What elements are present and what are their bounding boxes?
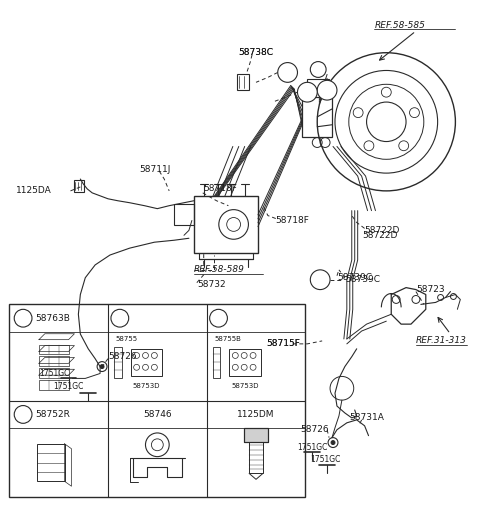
Text: REF.58-589: REF.58-589: [194, 265, 245, 275]
Bar: [194, 196, 258, 253]
Text: 58755: 58755: [116, 336, 138, 342]
Bar: [244, 428, 268, 442]
Bar: [213, 347, 220, 378]
Circle shape: [210, 309, 228, 327]
Bar: [39, 380, 69, 390]
Text: 58753D: 58753D: [133, 383, 160, 389]
Text: 58755B: 58755B: [215, 336, 241, 342]
Bar: [37, 444, 64, 481]
Text: 58739C: 58739C: [337, 273, 372, 282]
Circle shape: [14, 309, 32, 327]
Text: 58723: 58723: [416, 285, 444, 294]
Bar: [249, 442, 263, 473]
Bar: [39, 357, 69, 366]
Bar: [131, 348, 162, 376]
Text: b: b: [117, 314, 122, 322]
Circle shape: [310, 270, 330, 289]
Text: 58726: 58726: [300, 425, 329, 434]
Text: 58753D: 58753D: [231, 383, 259, 389]
Text: c: c: [325, 86, 329, 95]
Text: d: d: [317, 275, 323, 284]
Bar: [9, 304, 305, 497]
Bar: [39, 368, 69, 378]
Bar: [244, 428, 268, 442]
Text: 58732: 58732: [197, 280, 226, 289]
Text: 58715F: 58715F: [266, 340, 300, 348]
Text: REF.31-313: REF.31-313: [416, 336, 467, 345]
Bar: [307, 79, 329, 91]
Text: 1751GC: 1751GC: [310, 455, 341, 464]
Bar: [174, 204, 194, 225]
Text: 1751GC: 1751GC: [39, 369, 69, 378]
Text: 58722D: 58722D: [362, 231, 398, 240]
Text: 58739C: 58739C: [345, 275, 380, 284]
Bar: [302, 97, 332, 137]
Text: 58752R: 58752R: [35, 410, 70, 419]
Text: b: b: [305, 88, 310, 96]
Text: c: c: [216, 314, 221, 322]
Circle shape: [317, 80, 337, 100]
Text: 1125DA: 1125DA: [16, 186, 52, 196]
Circle shape: [331, 441, 335, 445]
Text: 58738C: 58738C: [238, 48, 273, 57]
Circle shape: [100, 365, 104, 368]
Text: 58722D: 58722D: [365, 226, 400, 235]
Text: 58715F: 58715F: [266, 340, 300, 348]
Text: 58718F: 58718F: [276, 216, 310, 225]
Text: 1751GC: 1751GC: [54, 382, 84, 391]
Bar: [74, 180, 84, 192]
Bar: [114, 347, 122, 378]
Text: 58718F: 58718F: [204, 184, 238, 194]
Text: 58738C: 58738C: [238, 48, 273, 57]
Circle shape: [14, 406, 32, 423]
Text: 1125DM: 1125DM: [237, 410, 275, 419]
Text: a: a: [21, 314, 25, 322]
Text: 1751GC: 1751GC: [298, 443, 328, 452]
Text: 58711J: 58711J: [140, 165, 171, 174]
Text: 58763B: 58763B: [35, 314, 70, 322]
Text: d: d: [21, 410, 26, 419]
Text: 58746: 58746: [143, 410, 172, 419]
Text: a: a: [285, 68, 290, 77]
Text: 58726: 58726: [108, 352, 137, 361]
Bar: [229, 348, 261, 376]
Circle shape: [278, 62, 298, 83]
Circle shape: [111, 309, 129, 327]
Text: REF.58-585: REF.58-585: [374, 21, 425, 29]
Text: 58731A: 58731A: [349, 413, 384, 423]
Bar: [39, 345, 69, 354]
Circle shape: [298, 83, 317, 102]
Bar: [237, 74, 249, 90]
